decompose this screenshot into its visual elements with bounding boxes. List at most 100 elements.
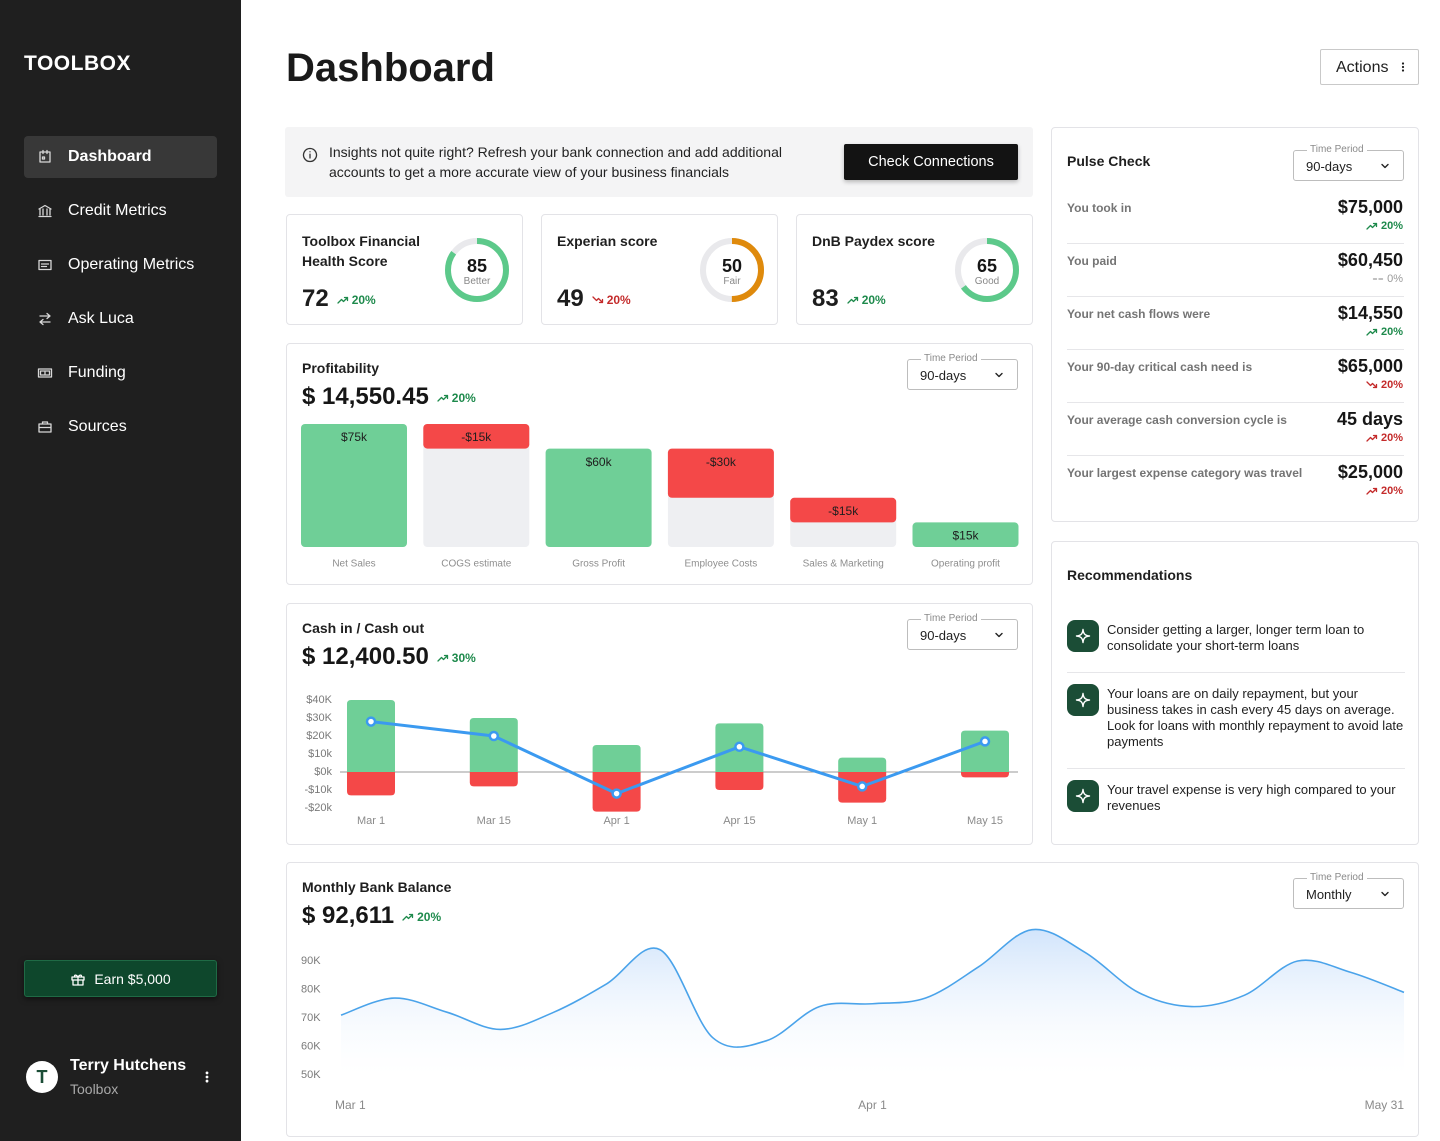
nav-item[interactable]: Operating Metrics (24, 244, 217, 286)
select-legend: Time Period (1307, 144, 1367, 156)
check-connections-button[interactable]: Check Connections (844, 144, 1018, 180)
gauge (445, 238, 509, 302)
row-divider (1067, 349, 1404, 350)
time-period-select[interactable]: Time Period 90-days (907, 613, 1018, 650)
trend-value: 20% (861, 293, 886, 307)
pulse-card: Pulse Check Time Period 90-days You took in… (1051, 127, 1419, 522)
trend-icon-path (437, 654, 448, 662)
row-divider (1067, 296, 1404, 297)
recommendation-text: Your loans are on daily repayment, but y… (1107, 686, 1404, 749)
nav-item[interactable]: Credit Metrics (24, 190, 217, 232)
trend-value: 30% (451, 651, 476, 665)
nav-icon (39, 312, 51, 326)
card-title: Recommendations (1067, 567, 1193, 583)
nav-icon (38, 259, 52, 271)
chevron-icon (995, 632, 1003, 638)
pulse-label: You took in (1067, 201, 1132, 215)
recommendations-card: Recommendations Consider getting a larger… (1051, 541, 1419, 845)
chevron-icon (1381, 163, 1389, 169)
pulse-value: $60,450 (1337, 250, 1403, 270)
brand: TOOLBOX (24, 52, 131, 75)
trend-value: 20% (1380, 326, 1403, 338)
actions-label: Actions (1336, 59, 1389, 76)
select-value: 90-days (920, 628, 967, 643)
nav-label: Sources (68, 418, 127, 435)
nav-icon-path (38, 259, 52, 271)
score-title: Toolbox Financial Health Score (302, 233, 420, 269)
gauge-arc (445, 238, 509, 302)
time-period-select[interactable]: Time Period 90-days (907, 353, 1018, 390)
insights-banner: Insights not quite right? Refresh your b… (285, 127, 1033, 197)
recommendation-icon (1067, 780, 1099, 812)
nav-icon-path (38, 204, 52, 218)
gauge-arc (700, 238, 764, 302)
cashflow-card: Cash in / Cash out $ 12,400.50 30% Time Per… (286, 603, 1033, 845)
trend: 20% (847, 293, 886, 307)
trend-icon-path (847, 296, 858, 304)
time-period-select[interactable]: Time Period Monthly (1293, 872, 1404, 909)
nav-item[interactable]: Dashboard (24, 136, 217, 178)
score-row: 83 20% (812, 285, 886, 313)
score-title: DnB Paydex score (812, 233, 935, 249)
amount-row: $ 14,550.45 20% (302, 383, 476, 411)
trend-icon-path (402, 913, 414, 921)
nav-icon (37, 368, 53, 378)
pulse-label: Your average cash conversion cycle is (1067, 413, 1287, 427)
kebab-icon (205, 1071, 209, 1083)
time-period-select[interactable]: Time Period 90-days (1293, 144, 1404, 181)
row-divider (1067, 768, 1405, 769)
nav-item[interactable]: Funding (24, 352, 217, 394)
gauge-label: Fair (723, 276, 741, 287)
nav-icon (38, 204, 52, 218)
trend-icon-path (337, 296, 348, 304)
score-title: Experian score (557, 233, 658, 249)
banner-text: Insights not quite right? Refresh your b… (329, 144, 782, 180)
chevron-icon-path (1381, 891, 1389, 897)
trend-value: 20% (1380, 220, 1403, 232)
trend-icon (1366, 434, 1378, 442)
pulse-label: Your largest expense category was travel (1067, 466, 1303, 480)
recommendation-text: Your travel expense is very high compare… (1107, 782, 1396, 813)
amount-row: $ 12,400.50 30% (302, 643, 476, 671)
select-legend: Time Period (921, 613, 981, 625)
earn-button[interactable]: Earn $5,000 (24, 960, 217, 997)
score-card: Experian score 49 20% 50 Fair (541, 214, 778, 325)
trend-icon-path (1366, 328, 1378, 336)
gauge-value: 65 (976, 256, 998, 276)
actions-button[interactable]: Actions (1320, 49, 1419, 85)
score-card: Toolbox Financial Health Score 72 20% 85 Bet… (286, 214, 523, 325)
score-value: 49 (557, 285, 584, 312)
chevron-icon-path (1381, 163, 1389, 169)
user-menu[interactable] (200, 1069, 214, 1085)
trend-value: 20% (606, 293, 631, 307)
trend-icon (1366, 487, 1378, 495)
nav-item[interactable]: Ask Luca (24, 298, 217, 340)
sparkle-icon (1075, 692, 1091, 708)
gauge-label: Better (463, 276, 491, 287)
pulse-value: 45 days (1336, 409, 1403, 429)
gauge-value: 85 (466, 256, 488, 276)
select-value: 90-days (920, 368, 967, 383)
trend-value: 20% (1380, 485, 1403, 497)
sparkle-icon-path (1075, 788, 1091, 804)
amount: $ 14,550.45 (302, 383, 429, 410)
gauge (955, 238, 1019, 302)
trend-icon-path (1366, 487, 1378, 495)
nav-item[interactable]: Sources (24, 406, 217, 448)
nav-icon-path (37, 368, 53, 378)
trend: 20% (1366, 485, 1403, 497)
trend-value: 20% (1380, 379, 1403, 391)
trend-icon-path (1366, 222, 1378, 230)
nav-icon-path (38, 421, 52, 433)
gauge-label: Good (974, 276, 1000, 287)
row-divider (1067, 402, 1404, 403)
score-card: DnB Paydex score 83 20% 65 Good (796, 214, 1033, 325)
avatar: T (26, 1061, 58, 1093)
trend: 20% (1366, 220, 1403, 232)
trend: 20% (1366, 379, 1403, 391)
row-divider (1067, 672, 1405, 673)
earn-label: Earn $5,000 (94, 970, 171, 987)
trend: 20% (592, 293, 631, 307)
sparkle-icon-path (1075, 692, 1091, 708)
